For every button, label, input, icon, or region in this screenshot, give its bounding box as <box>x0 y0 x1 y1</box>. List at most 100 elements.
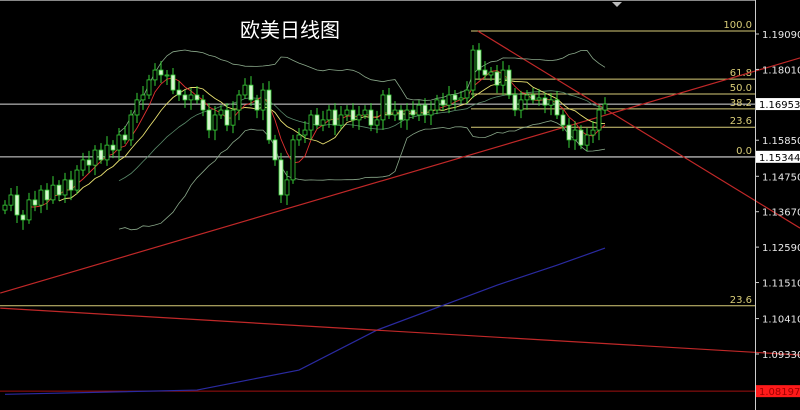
candle-body <box>392 109 398 116</box>
ma-slow-line <box>58 80 606 202</box>
candle-body <box>404 109 410 121</box>
candle-body <box>428 109 434 116</box>
candle-body <box>362 109 368 116</box>
candle-body <box>80 159 86 171</box>
candle-body <box>602 103 608 111</box>
candle-body <box>290 139 296 181</box>
candle-body <box>320 119 326 126</box>
candle-body <box>590 129 596 136</box>
candle-body <box>416 104 422 116</box>
price-label: 1.15344 <box>759 153 800 164</box>
trend-line <box>477 30 800 229</box>
y-tick-label: 1.13670 <box>762 208 800 219</box>
candle-body <box>164 74 170 77</box>
candle-body <box>146 79 152 96</box>
candle-body <box>542 97 548 106</box>
candle-body <box>584 134 590 146</box>
trend-line <box>0 307 800 356</box>
chart-title: 欧美日线图 <box>240 18 340 42</box>
candle-body <box>260 89 266 111</box>
candle-body <box>230 109 236 126</box>
candle-body <box>488 71 494 76</box>
candle-body <box>266 89 272 141</box>
candle-body <box>212 114 218 131</box>
candle-body <box>86 159 92 166</box>
candle-body <box>218 109 224 116</box>
candle-body <box>20 214 26 221</box>
candle-body <box>470 49 476 91</box>
candle-body <box>344 109 350 116</box>
candle-body <box>122 134 128 141</box>
candle-body <box>188 94 194 101</box>
y-tick-label: 1.12590 <box>762 243 800 254</box>
candle-body <box>98 149 104 161</box>
candle-body <box>176 89 182 96</box>
candle-body <box>500 69 506 86</box>
candle-body <box>272 139 278 161</box>
long-ma-line <box>4 247 606 395</box>
candle-body <box>350 109 356 121</box>
candle-body <box>200 99 206 111</box>
price-label-box <box>756 98 800 111</box>
candle-body <box>506 69 512 96</box>
candle-body <box>446 94 452 106</box>
y-tick-label: 1.11510 <box>762 279 800 290</box>
candle-body <box>548 99 554 106</box>
candle-body <box>578 129 584 146</box>
candle-body <box>302 129 308 136</box>
candle-body <box>338 114 344 126</box>
candle-body <box>560 114 566 126</box>
candle-body <box>170 74 176 91</box>
candle-body <box>92 149 98 166</box>
candle-body <box>566 124 572 141</box>
candle-body <box>26 199 32 221</box>
candle-body <box>140 94 146 101</box>
candle-body <box>104 144 110 161</box>
candle-body <box>152 69 158 81</box>
candle-body <box>524 94 530 101</box>
candle-body <box>284 179 290 196</box>
candle-body <box>482 69 488 76</box>
candle-body <box>380 94 386 121</box>
candle-body <box>242 84 248 96</box>
candle-body <box>410 109 416 116</box>
price-label: 1.16953 <box>759 100 800 111</box>
candle-body <box>32 199 38 206</box>
candle-body <box>134 99 140 116</box>
candle-body <box>476 49 482 71</box>
candle-body <box>494 71 500 86</box>
price-label-box <box>756 385 800 398</box>
candle-body <box>386 94 392 116</box>
candle-body <box>182 94 188 101</box>
bollinger-upper <box>118 49 606 133</box>
y-tick-label: 1.15850 <box>762 136 800 147</box>
y-tick-label: 1.19090 <box>762 30 800 41</box>
candle-body <box>554 99 560 116</box>
candle-body <box>398 109 404 121</box>
candle-body <box>236 94 242 111</box>
candle-body <box>278 159 284 196</box>
candle-body <box>224 109 230 126</box>
candle-body <box>158 69 164 76</box>
candle-body <box>596 109 602 131</box>
fib-level-label: 38.2 <box>730 98 752 109</box>
candle-body <box>128 114 134 141</box>
price-label: 1.08197 <box>759 387 800 398</box>
fib-level-label: 61.8 <box>730 68 752 79</box>
candle-body <box>368 109 374 126</box>
shift-marker-icon <box>612 2 622 7</box>
candle-body <box>8 194 14 206</box>
candle-body <box>536 97 542 101</box>
candle-body <box>512 94 518 111</box>
candle-body <box>296 134 302 141</box>
candle-body <box>254 99 260 111</box>
y-tick-label: 1.18010 <box>762 65 800 76</box>
candle-body <box>74 169 80 191</box>
candle-body <box>56 184 62 196</box>
candle-body <box>14 194 20 216</box>
candle-body <box>62 179 68 196</box>
candle-body <box>206 109 212 131</box>
candle-body <box>110 144 116 151</box>
